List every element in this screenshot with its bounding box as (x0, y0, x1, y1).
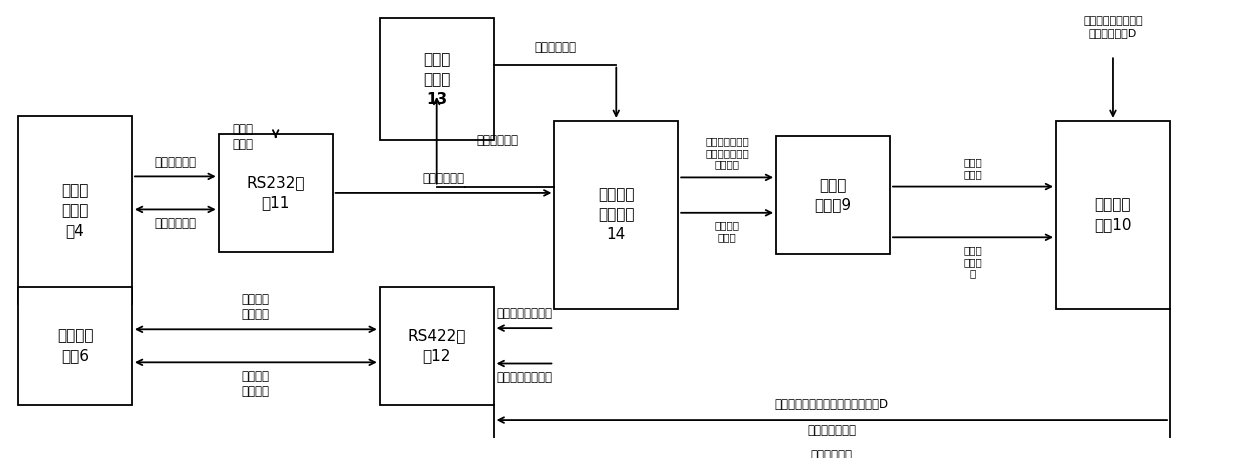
Text: RS232串
口11: RS232串 口11 (247, 175, 305, 210)
Bar (218, 134, 332, 252)
Text: 定位定向信息: 定位定向信息 (154, 156, 196, 169)
Text: 对端站经纬度: 对端站经纬度 (534, 41, 575, 54)
Text: 本端站、对端站
通信方位、两站
通信距离: 本端站、对端站 通信方位、两站 通信距离 (706, 136, 749, 169)
Text: 天线对准
模块10: 天线对准 模块10 (1094, 197, 1132, 232)
Text: 驻车指
导模块9: 驻车指 导模块9 (815, 178, 852, 213)
Text: 后天线方位、俯仰: 后天线方位、俯仰 (496, 371, 552, 384)
Text: 收发短
信模块
13: 收发短 信模块 13 (423, 52, 450, 107)
Text: 天线展开指令: 天线展开指令 (811, 449, 853, 458)
Bar (19, 116, 131, 304)
Bar (554, 121, 678, 309)
Bar (776, 136, 890, 254)
Text: 前天线和后天线的天线初始俯仰角D: 前天线和后天线的天线初始俯仰角D (775, 398, 889, 411)
Text: 收发报文信息: 收发报文信息 (154, 217, 196, 230)
Text: 本端站通信方位: 本端站通信方位 (807, 424, 857, 436)
Text: 收发报
文信息: 收发报 文信息 (232, 123, 253, 151)
Text: 定位定向信息: 定位定向信息 (423, 172, 465, 185)
Text: 驻车完
毕信息: 驻车完 毕信息 (963, 157, 982, 179)
Text: 前天线和后天线的天
线初始俯仰角D: 前天线和后天线的天 线初始俯仰角D (1084, 16, 1143, 38)
Text: 前天线方
位、俯仰: 前天线方 位、俯仰 (242, 294, 270, 322)
Text: 本端站
通信方
位: 本端站 通信方 位 (963, 245, 982, 278)
Bar (379, 18, 494, 141)
Text: 本端站车
体方位: 本端站车 体方位 (714, 221, 739, 242)
Bar (1056, 121, 1171, 309)
Bar (379, 287, 494, 405)
Text: 后天线方
位、俯仰: 后天线方 位、俯仰 (242, 370, 270, 398)
Bar (19, 287, 131, 405)
Text: 前天线方位、俯仰: 前天线方位、俯仰 (496, 307, 552, 320)
Text: 定位定向
信息模块
14: 定位定向 信息模块 14 (598, 187, 635, 242)
Text: 北斗定
位定向
仪4: 北斗定 位定向 仪4 (61, 183, 89, 238)
Text: 天线控制
单元6: 天线控制 单元6 (57, 328, 93, 363)
Text: 本端站经纬度: 本端站经纬度 (476, 134, 518, 147)
Text: RS422串
口12: RS422串 口12 (408, 328, 466, 363)
